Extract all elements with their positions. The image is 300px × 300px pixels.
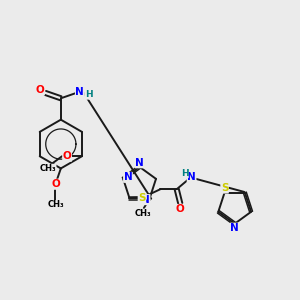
Text: CH₃: CH₃ — [39, 164, 56, 173]
Text: H: H — [85, 90, 93, 99]
Text: O: O — [36, 85, 44, 95]
Text: O: O — [52, 179, 61, 189]
Text: N: N — [124, 172, 132, 182]
Text: N: N — [141, 195, 150, 205]
Text: S: S — [221, 183, 228, 193]
Text: O: O — [63, 151, 71, 161]
Text: N: N — [76, 87, 84, 97]
Text: N: N — [135, 158, 144, 168]
Text: N: N — [230, 223, 239, 233]
Text: H: H — [181, 169, 188, 178]
Text: CH₃: CH₃ — [47, 200, 64, 209]
Text: O: O — [176, 204, 185, 214]
Text: N: N — [187, 172, 196, 182]
Text: S: S — [138, 193, 146, 202]
Text: CH₃: CH₃ — [135, 209, 152, 218]
